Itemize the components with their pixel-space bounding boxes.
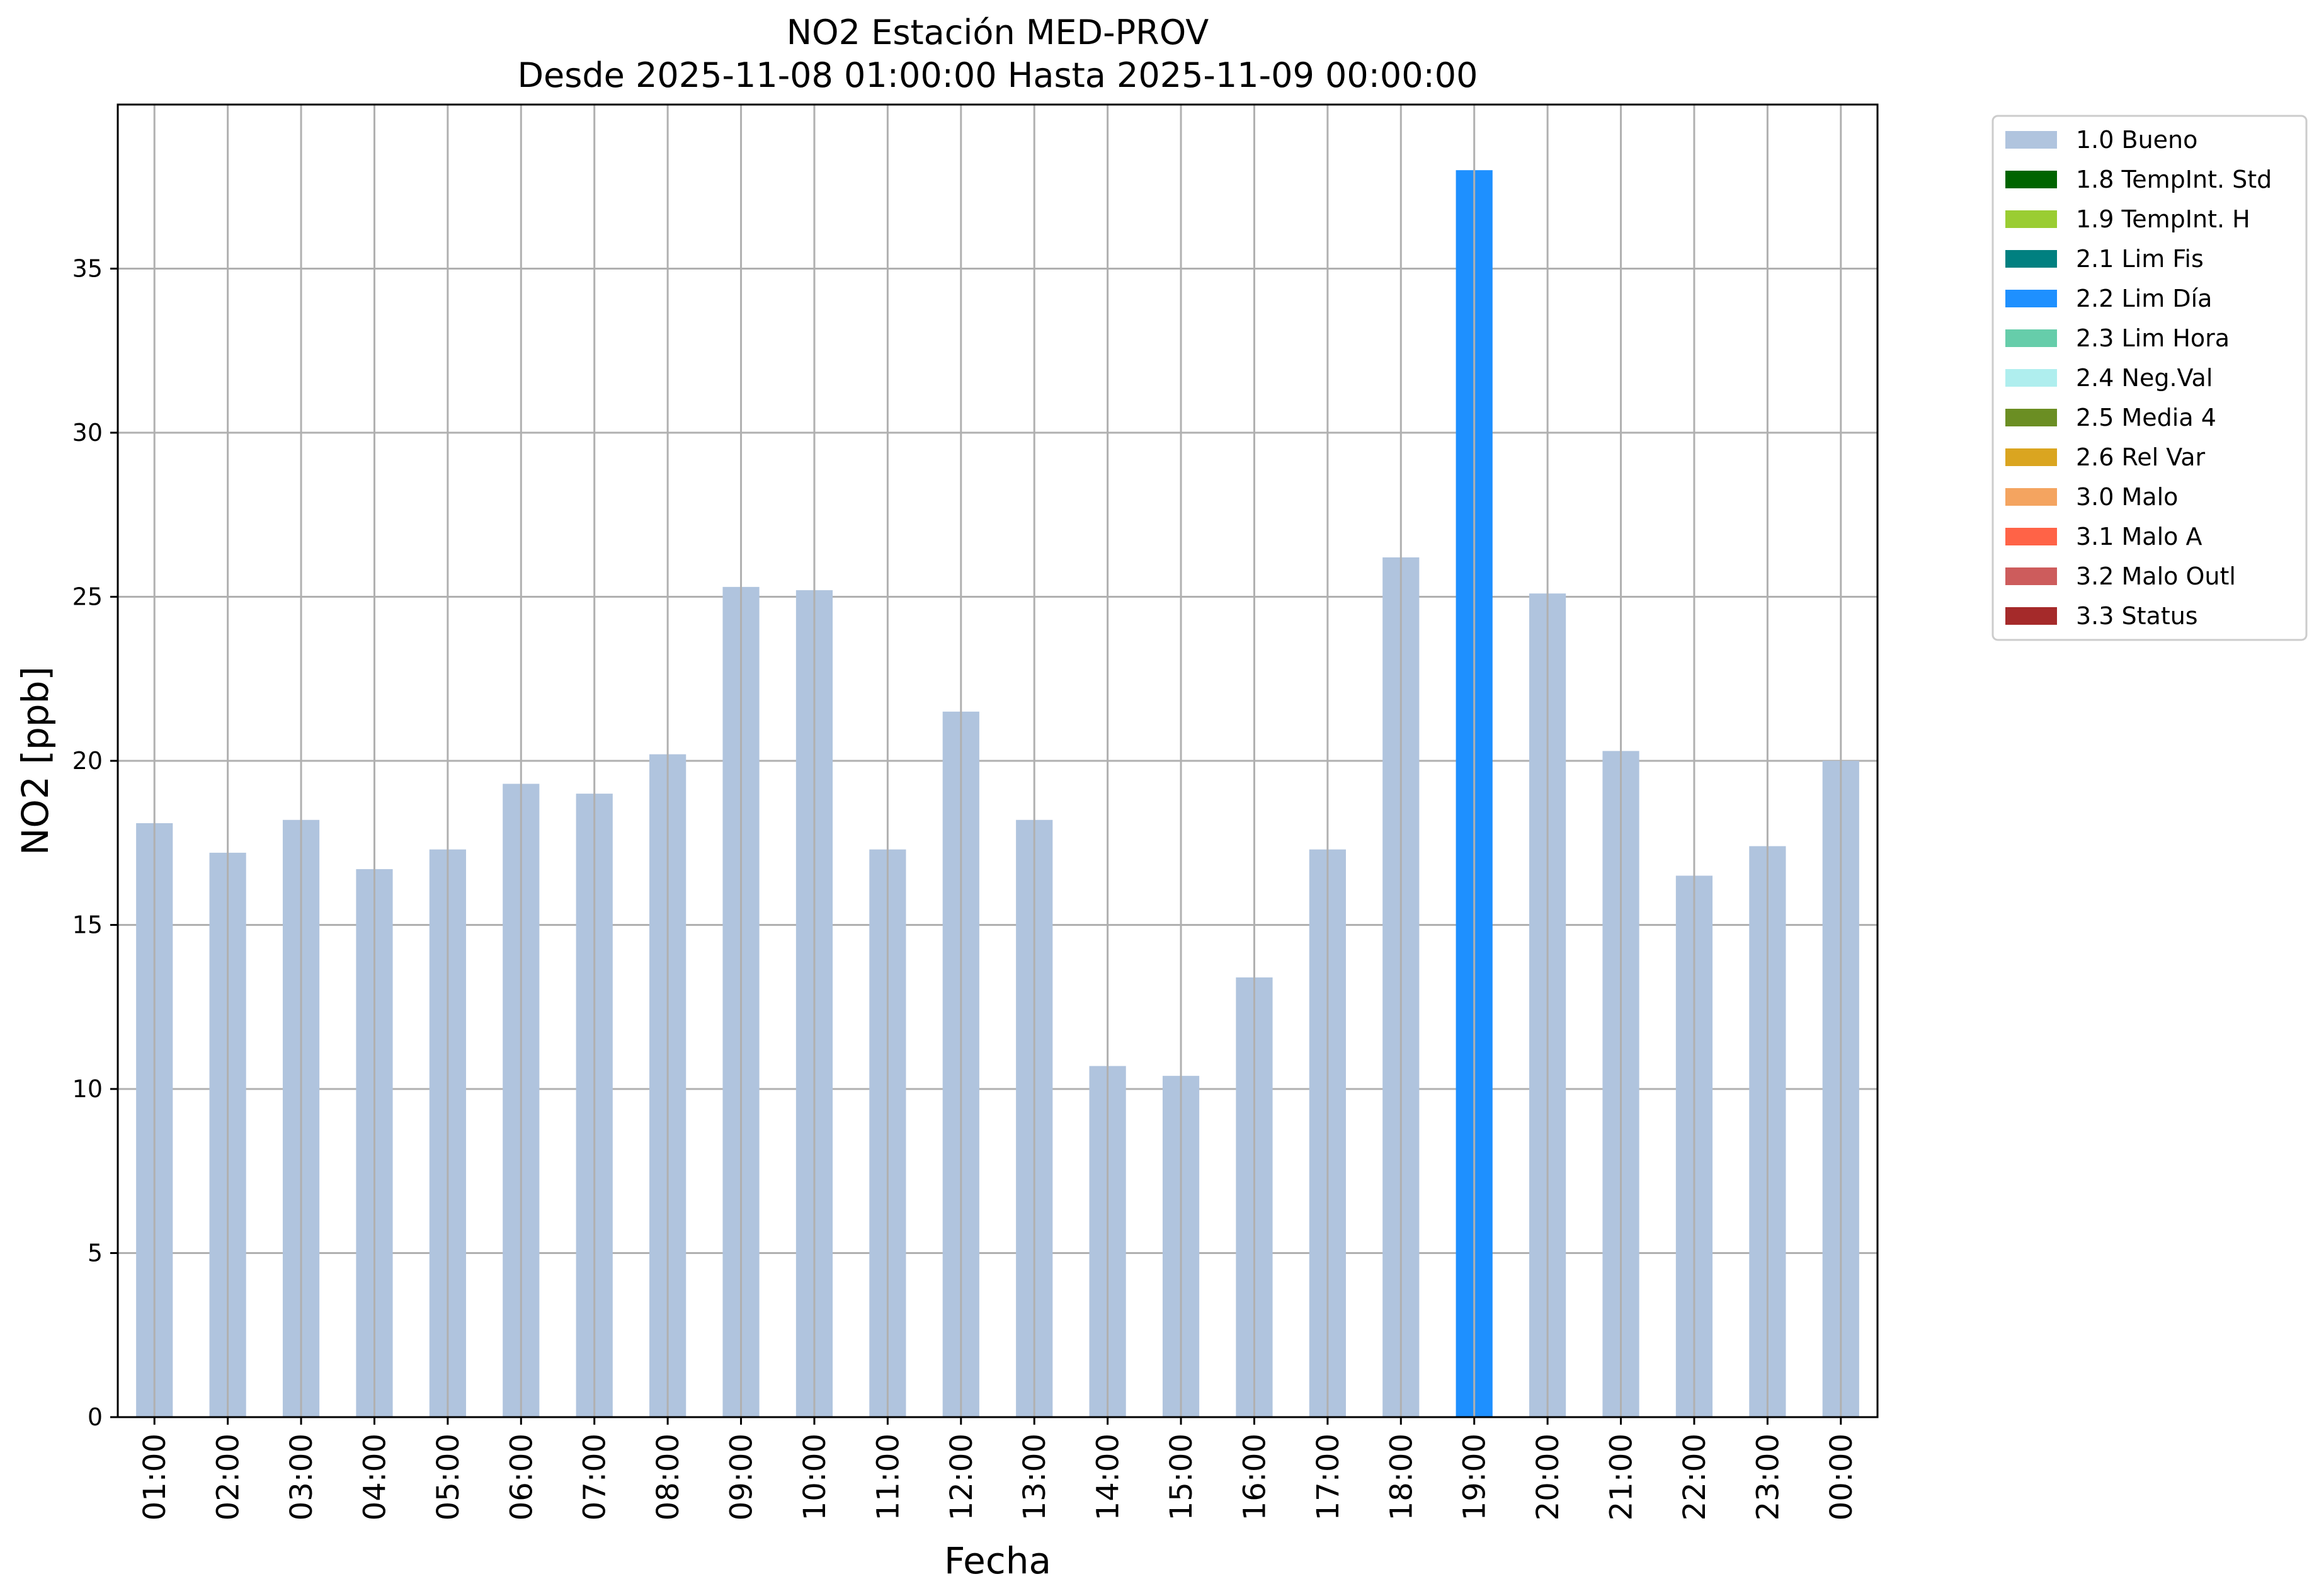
- x-tick-label: 18:00: [1384, 1434, 1419, 1520]
- x-tick-label: 06:00: [504, 1434, 539, 1520]
- bars: [136, 170, 1859, 1418]
- legend-swatch-2-4: [2005, 369, 2057, 387]
- y-tick-label: 15: [72, 911, 103, 939]
- legend-swatch-2-5: [2005, 409, 2057, 426]
- legend-label: 1.0 Bueno: [2076, 126, 2197, 154]
- legend-label: 2.5 Media 4: [2076, 404, 2216, 431]
- y-tick-label: 10: [72, 1075, 103, 1103]
- legend-swatch-1-9: [2005, 210, 2057, 228]
- legend-swatch-2-3: [2005, 329, 2057, 347]
- legend-label: 1.8 TempInt. Std: [2076, 166, 2272, 193]
- y-tick-label: 30: [72, 419, 103, 447]
- legend-swatch-1-0: [2005, 131, 2057, 149]
- x-tick-label: 17:00: [1311, 1434, 1346, 1520]
- y-tick-label: 25: [72, 583, 103, 611]
- legend-swatch-2-6: [2005, 448, 2057, 466]
- x-tick-label: 00:00: [1824, 1434, 1859, 1520]
- x-tick-label: 05:00: [431, 1434, 466, 1520]
- y-tick-label: 5: [88, 1240, 103, 1267]
- legend-label: 2.2 Lim Día: [2076, 285, 2212, 312]
- x-tick-label: 07:00: [578, 1434, 613, 1520]
- chart-title: NO2 Estación MED-PROV: [787, 13, 1209, 52]
- y-tick-label: 0: [88, 1403, 103, 1431]
- legend: 1.0 Bueno 1.8 TempInt. Std 1.9 TempInt. H 2…: [1991, 115, 2308, 641]
- x-axis: 01:00 02:00 03:00 04:00 05:00 06:00 07:00 08:00…: [137, 1417, 1859, 1520]
- x-tick-label: 11:00: [870, 1434, 906, 1520]
- grid-vertical: [153, 105, 1842, 1417]
- x-tick-label: 09:00: [724, 1434, 760, 1520]
- grid: [118, 268, 1877, 1254]
- legend-label: 2.1 Lim Fis: [2076, 245, 2204, 273]
- legend-swatch-3-0: [2005, 488, 2057, 506]
- x-tick-label: 01:00: [137, 1434, 173, 1520]
- x-tick-label: 08:00: [651, 1434, 686, 1520]
- legend-label: 1.9 TempInt. H: [2076, 205, 2250, 233]
- legend-swatch-1-8: [2005, 171, 2057, 188]
- legend-label: 2.3 Lim Hora: [2076, 324, 2230, 352]
- x-tick-label: 10:00: [797, 1434, 833, 1520]
- y-axis-label: NO2 [ppb]: [14, 666, 57, 855]
- chart-subtitle: Desde 2025-11-08 01:00:00 Hasta 2025-11-…: [517, 55, 1478, 95]
- legend-label: 3.0 Malo: [2076, 483, 2178, 511]
- y-tick-label: 35: [72, 255, 103, 283]
- legend-swatch-2-1: [2005, 250, 2057, 268]
- x-tick-label: 21:00: [1604, 1434, 1639, 1520]
- x-tick-label: 15:00: [1164, 1434, 1199, 1520]
- legend-label: 3.2 Malo Outl: [2076, 562, 2236, 590]
- x-tick-label: 04:00: [357, 1434, 392, 1520]
- x-tick-label: 02:00: [211, 1434, 246, 1520]
- legend-label: 3.1 Malo A: [2076, 523, 2202, 550]
- legend-label: 3.3 Status: [2076, 602, 2198, 630]
- legend-swatch-3-3: [2005, 607, 2057, 625]
- x-tick-label: 19:00: [1457, 1434, 1493, 1520]
- y-axis: 0 5 10 15 20 25 30 35: [72, 255, 118, 1431]
- x-tick-label: 16:00: [1237, 1434, 1272, 1520]
- legend-swatch-3-1: [2005, 528, 2057, 545]
- x-tick-label: 20:00: [1530, 1434, 1566, 1520]
- x-tick-label: 12:00: [944, 1434, 979, 1520]
- legend-swatch-3-2: [2005, 567, 2057, 585]
- x-tick-label: 14:00: [1091, 1434, 1126, 1520]
- x-axis-label: Fecha: [944, 1539, 1051, 1582]
- legend-label: 2.4 Neg.Val: [2076, 364, 2213, 392]
- x-tick-label: 13:00: [1017, 1434, 1052, 1520]
- legend-label: 2.6 Rel Var: [2076, 443, 2206, 471]
- y-tick-label: 20: [72, 747, 103, 775]
- x-tick-label: 22:00: [1677, 1434, 1712, 1520]
- x-tick-label: 23:00: [1750, 1434, 1786, 1520]
- legend-frame: [1991, 115, 2308, 641]
- legend-swatch-2-2: [2005, 290, 2057, 307]
- x-tick-label: 03:00: [284, 1434, 319, 1520]
